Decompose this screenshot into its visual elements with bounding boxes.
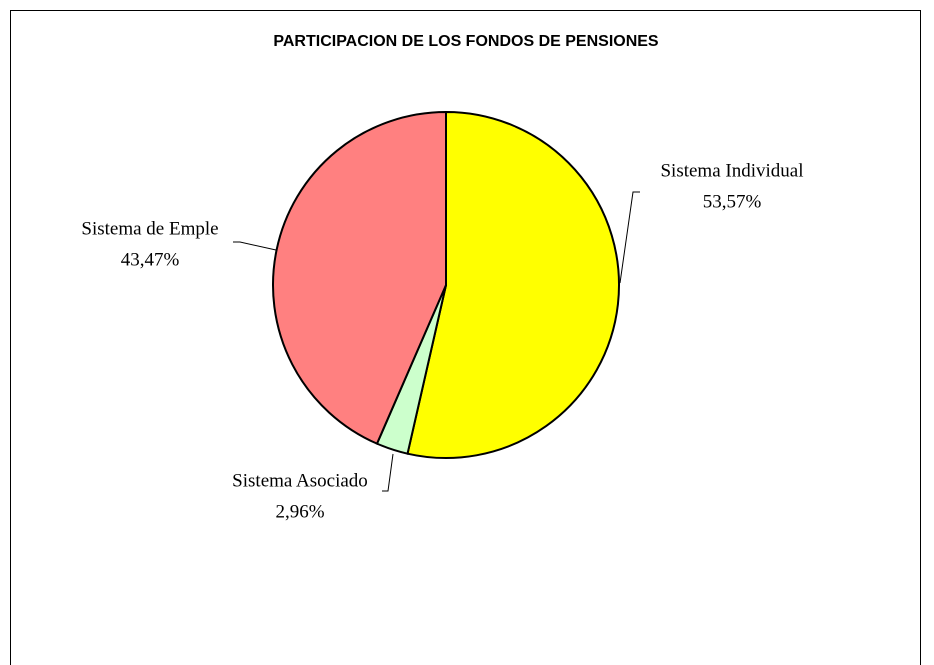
leader-line <box>619 191 640 284</box>
slice-label: Sistema Individual <box>660 160 803 181</box>
chart-title: PARTICIPACION DE LOS FONDOS DE PENSIONES <box>273 33 659 50</box>
pie-slice <box>406 110 620 459</box>
slice-value-label: 2,96% <box>275 501 324 522</box>
slice-label: Sistema Asociado <box>232 470 368 491</box>
leader-line <box>382 453 394 492</box>
leader-line <box>233 241 277 251</box>
slice-value-label: 53,57% <box>703 191 762 212</box>
pie-slice <box>272 110 447 445</box>
slice-value-label: 43,47% <box>121 249 180 270</box>
slice-label: Sistema de Emple <box>81 218 218 239</box>
